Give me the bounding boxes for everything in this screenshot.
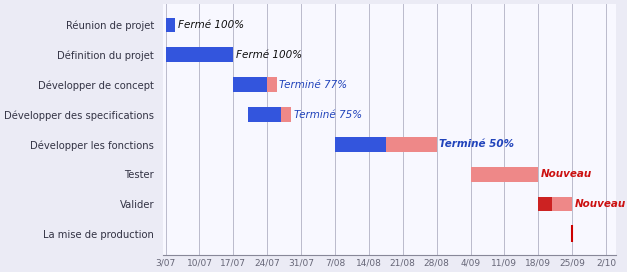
Bar	[539, 196, 572, 211]
Bar	[166, 18, 176, 32]
Text: Fermé 100%: Fermé 100%	[177, 20, 244, 30]
Bar	[248, 107, 280, 122]
Bar	[166, 47, 233, 62]
Bar	[233, 77, 267, 92]
Bar	[267, 77, 277, 92]
Text: Terminé 77%: Terminé 77%	[280, 80, 347, 90]
Bar	[386, 137, 436, 152]
Text: Nouveau: Nouveau	[574, 199, 626, 209]
Text: Fermé 100%: Fermé 100%	[236, 50, 302, 60]
Bar	[470, 167, 539, 182]
Text: Nouveau: Nouveau	[540, 169, 592, 179]
Bar	[539, 196, 552, 211]
Bar	[280, 107, 292, 122]
Text: Terminé 75%: Terminé 75%	[294, 110, 362, 119]
Text: Terminé 50%: Terminé 50%	[439, 139, 514, 149]
Bar	[335, 137, 386, 152]
